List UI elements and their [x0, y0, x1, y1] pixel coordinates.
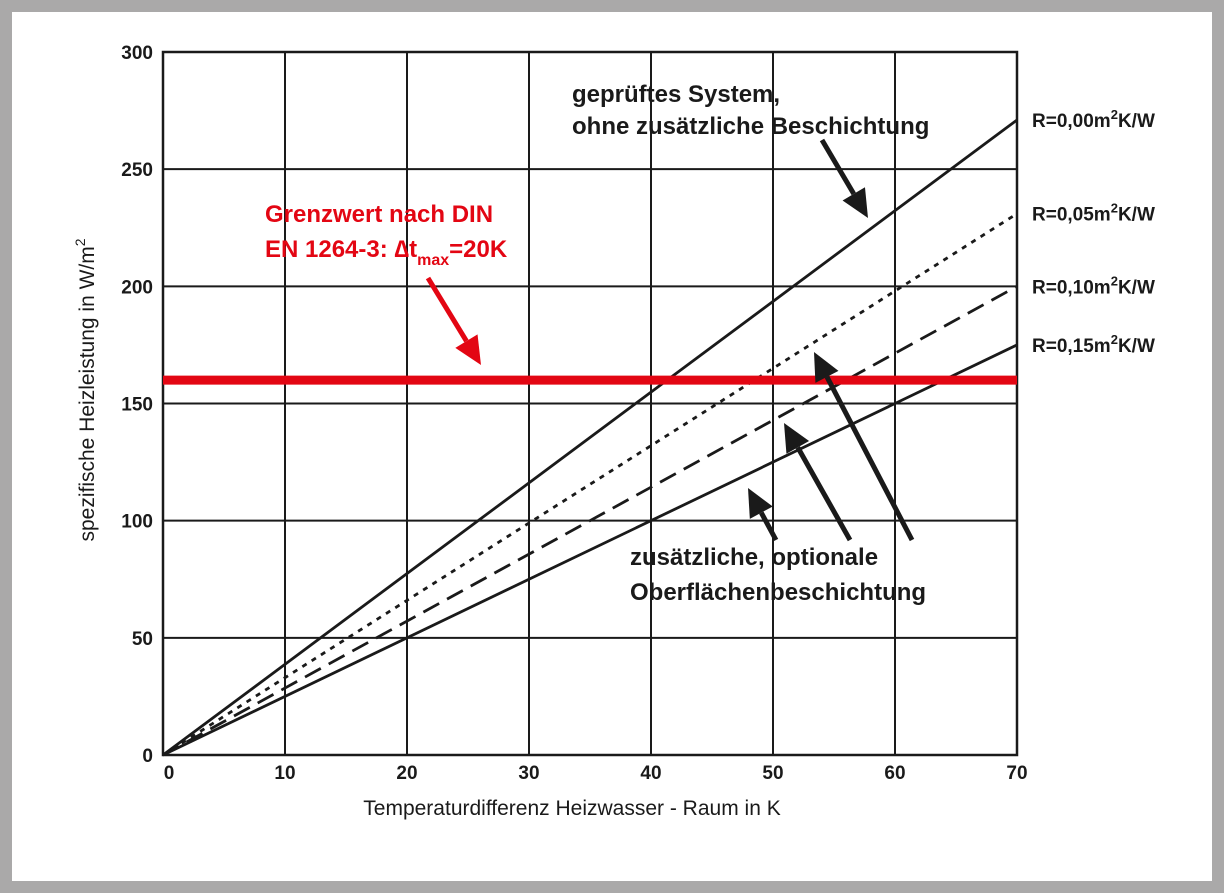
series-line-0 [162, 118, 1018, 757]
series-lines [162, 118, 1018, 757]
y-axis-label-main: spezifische Heizleistung in W/m [76, 246, 99, 541]
series-label-0: R=0,00m2K/W [1032, 107, 1155, 132]
series-label-3: R=0,15m2K/W [1032, 332, 1155, 357]
tested-annotation-line1: geprüftes System, [572, 81, 780, 108]
series-label-2: R=0,10m2K/W [1032, 273, 1155, 298]
x-tick-label-3: 30 [518, 763, 539, 784]
limit-annotation-line1: Grenzwert nach DIN [265, 201, 493, 228]
arrow-coating-2 [784, 423, 853, 542]
x-tick-label-1: 10 [274, 763, 295, 784]
y-tick-label-6: 300 [121, 43, 153, 64]
arrow-coating-1 [814, 352, 915, 542]
arrow-coating-3 [748, 488, 779, 542]
series-label-1: R=0,05m2K/W [1032, 201, 1155, 226]
arrow-tested-system [819, 138, 868, 218]
grid [161, 50, 1019, 757]
series-labels: R=0,00m2K/W R=0,05m2K/W R=0,10m2K/W R=0,15m… [1032, 107, 1155, 357]
y-tick-label-1: 50 [132, 629, 153, 650]
limit-annotation-prefix: EN 1264-3: [265, 236, 394, 263]
y-tick-label-4: 200 [121, 277, 153, 298]
x-tick-label-5: 50 [762, 763, 783, 784]
limit-annotation-suffix: =20K [449, 236, 508, 263]
coating-annotation-line2: Oberflächenbeschichtung [630, 579, 926, 606]
x-tick-label-4: 40 [640, 763, 661, 784]
x-tick-labels: 0 10 20 30 40 50 60 70 [164, 763, 1028, 784]
y-tick-label-5: 250 [121, 160, 153, 181]
y-axis-label-sup: 2 [72, 238, 88, 246]
arrow-limit [425, 276, 481, 365]
plot-border [161, 50, 1019, 757]
y-tick-label-2: 100 [121, 512, 153, 533]
x-tick-label-0: 0 [164, 763, 175, 784]
y-tick-label-0: 0 [142, 746, 153, 767]
y-tick-labels: 0 50 100 150 200 250 300 [121, 43, 153, 767]
series-line-2 [162, 285, 1018, 757]
series-line-1 [162, 212, 1018, 757]
limit-annotation-line2: EN 1264-3: ∆tmax=20K [265, 236, 508, 269]
x-axis-label: Temperaturdifferenz Heizwasser - Raum in… [363, 797, 780, 820]
series-line-3 [162, 343, 1018, 757]
y-tick-label-3: 150 [121, 395, 153, 416]
annotation-arrows [425, 138, 915, 542]
y-axis-label: spezifische Heizleistung in W/m2 [72, 238, 99, 541]
coating-annotation-line1: zusätzliche, optionale [630, 544, 878, 571]
x-tick-label-2: 20 [396, 763, 417, 784]
tested-annotation-line2: ohne zusätzliche Beschichtung [572, 113, 929, 140]
x-tick-label-7: 70 [1006, 763, 1027, 784]
limit-annotation-sub: max [417, 252, 449, 269]
x-tick-label-6: 60 [884, 763, 905, 784]
limit-annotation-delta: ∆t [394, 236, 417, 263]
